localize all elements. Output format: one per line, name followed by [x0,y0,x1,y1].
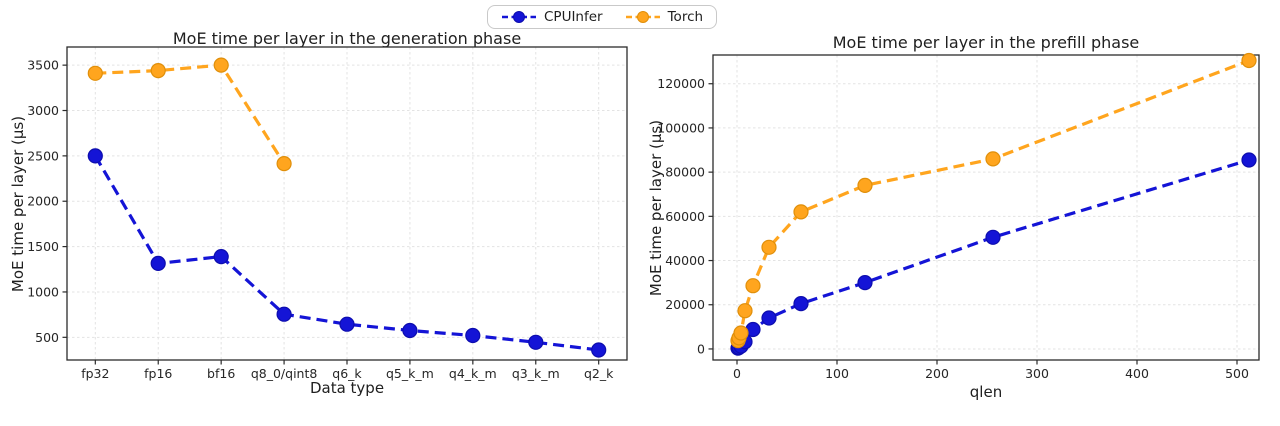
svg-text:0: 0 [697,341,705,356]
svg-text:q8_0/qint8: q8_0/qint8 [251,366,318,381]
svg-text:q4_k_m: q4_k_m [449,366,497,381]
svg-text:2000: 2000 [27,194,59,209]
generation-plot-area: fp32 fp16 bf16 q8_0/qint8 q6_k q5_k_m q4_k_m q3… [27,46,628,381]
svg-text:500: 500 [1225,366,1249,381]
svg-text:3500: 3500 [27,58,59,73]
svg-text:80000: 80000 [665,165,705,180]
svg-text:60000: 60000 [665,209,705,224]
svg-text:100000: 100000 [657,120,705,135]
svg-text:fp32: fp32 [81,366,109,381]
prefill-plot-area: 0 100 200 300 400 500 0 20000 40000 60000 80000 100… [657,52,1260,381]
svg-text:20000: 20000 [665,297,705,312]
svg-text:200: 200 [925,366,949,381]
svg-text:1000: 1000 [27,284,59,299]
prefill-chart-title: MoE time per layer in the prefill phase [832,33,1140,52]
svg-text:q2_k: q2_k [584,366,614,381]
svg-text:400: 400 [1125,366,1149,381]
legend-label-cpuinfer: CPUInfer [544,9,603,25]
generation-phase-chart: MoE time per layer in the generation pha… [9,29,628,397]
svg-text:0: 0 [733,366,741,381]
svg-text:500: 500 [35,330,59,345]
svg-text:q6_k: q6_k [332,366,362,381]
svg-text:1500: 1500 [27,239,59,254]
prefill-phase-chart: MoE time per layer in the prefill phase … [640,0,1280,426]
svg-text:q5_k_m: q5_k_m [386,366,434,381]
svg-text:q3_k_m: q3_k_m [512,366,560,381]
svg-text:fp16: fp16 [144,366,172,381]
generation-chart-title: MoE time per layer in the generation pha… [172,29,522,48]
prefill-x-axis-label: qlen [969,383,1003,401]
svg-text:120000: 120000 [657,76,705,91]
generation-x-axis-label: Data type [309,379,385,397]
svg-text:bf16: bf16 [207,366,235,381]
svg-text:2500: 2500 [27,148,59,163]
chart-legend: CPUInfer Torch [487,5,718,29]
legend-label-torch: Torch [667,9,704,25]
legend-item-cpuinfer: CPUInfer [501,9,603,25]
torch-line-marker-icon [625,11,660,23]
svg-text:100: 100 [825,366,849,381]
svg-text:40000: 40000 [665,253,705,268]
legend-item-torch: Torch [625,9,703,25]
cpuinfer-line-marker-icon [502,11,536,23]
svg-text:300: 300 [1025,366,1049,381]
svg-text:3000: 3000 [27,103,59,118]
